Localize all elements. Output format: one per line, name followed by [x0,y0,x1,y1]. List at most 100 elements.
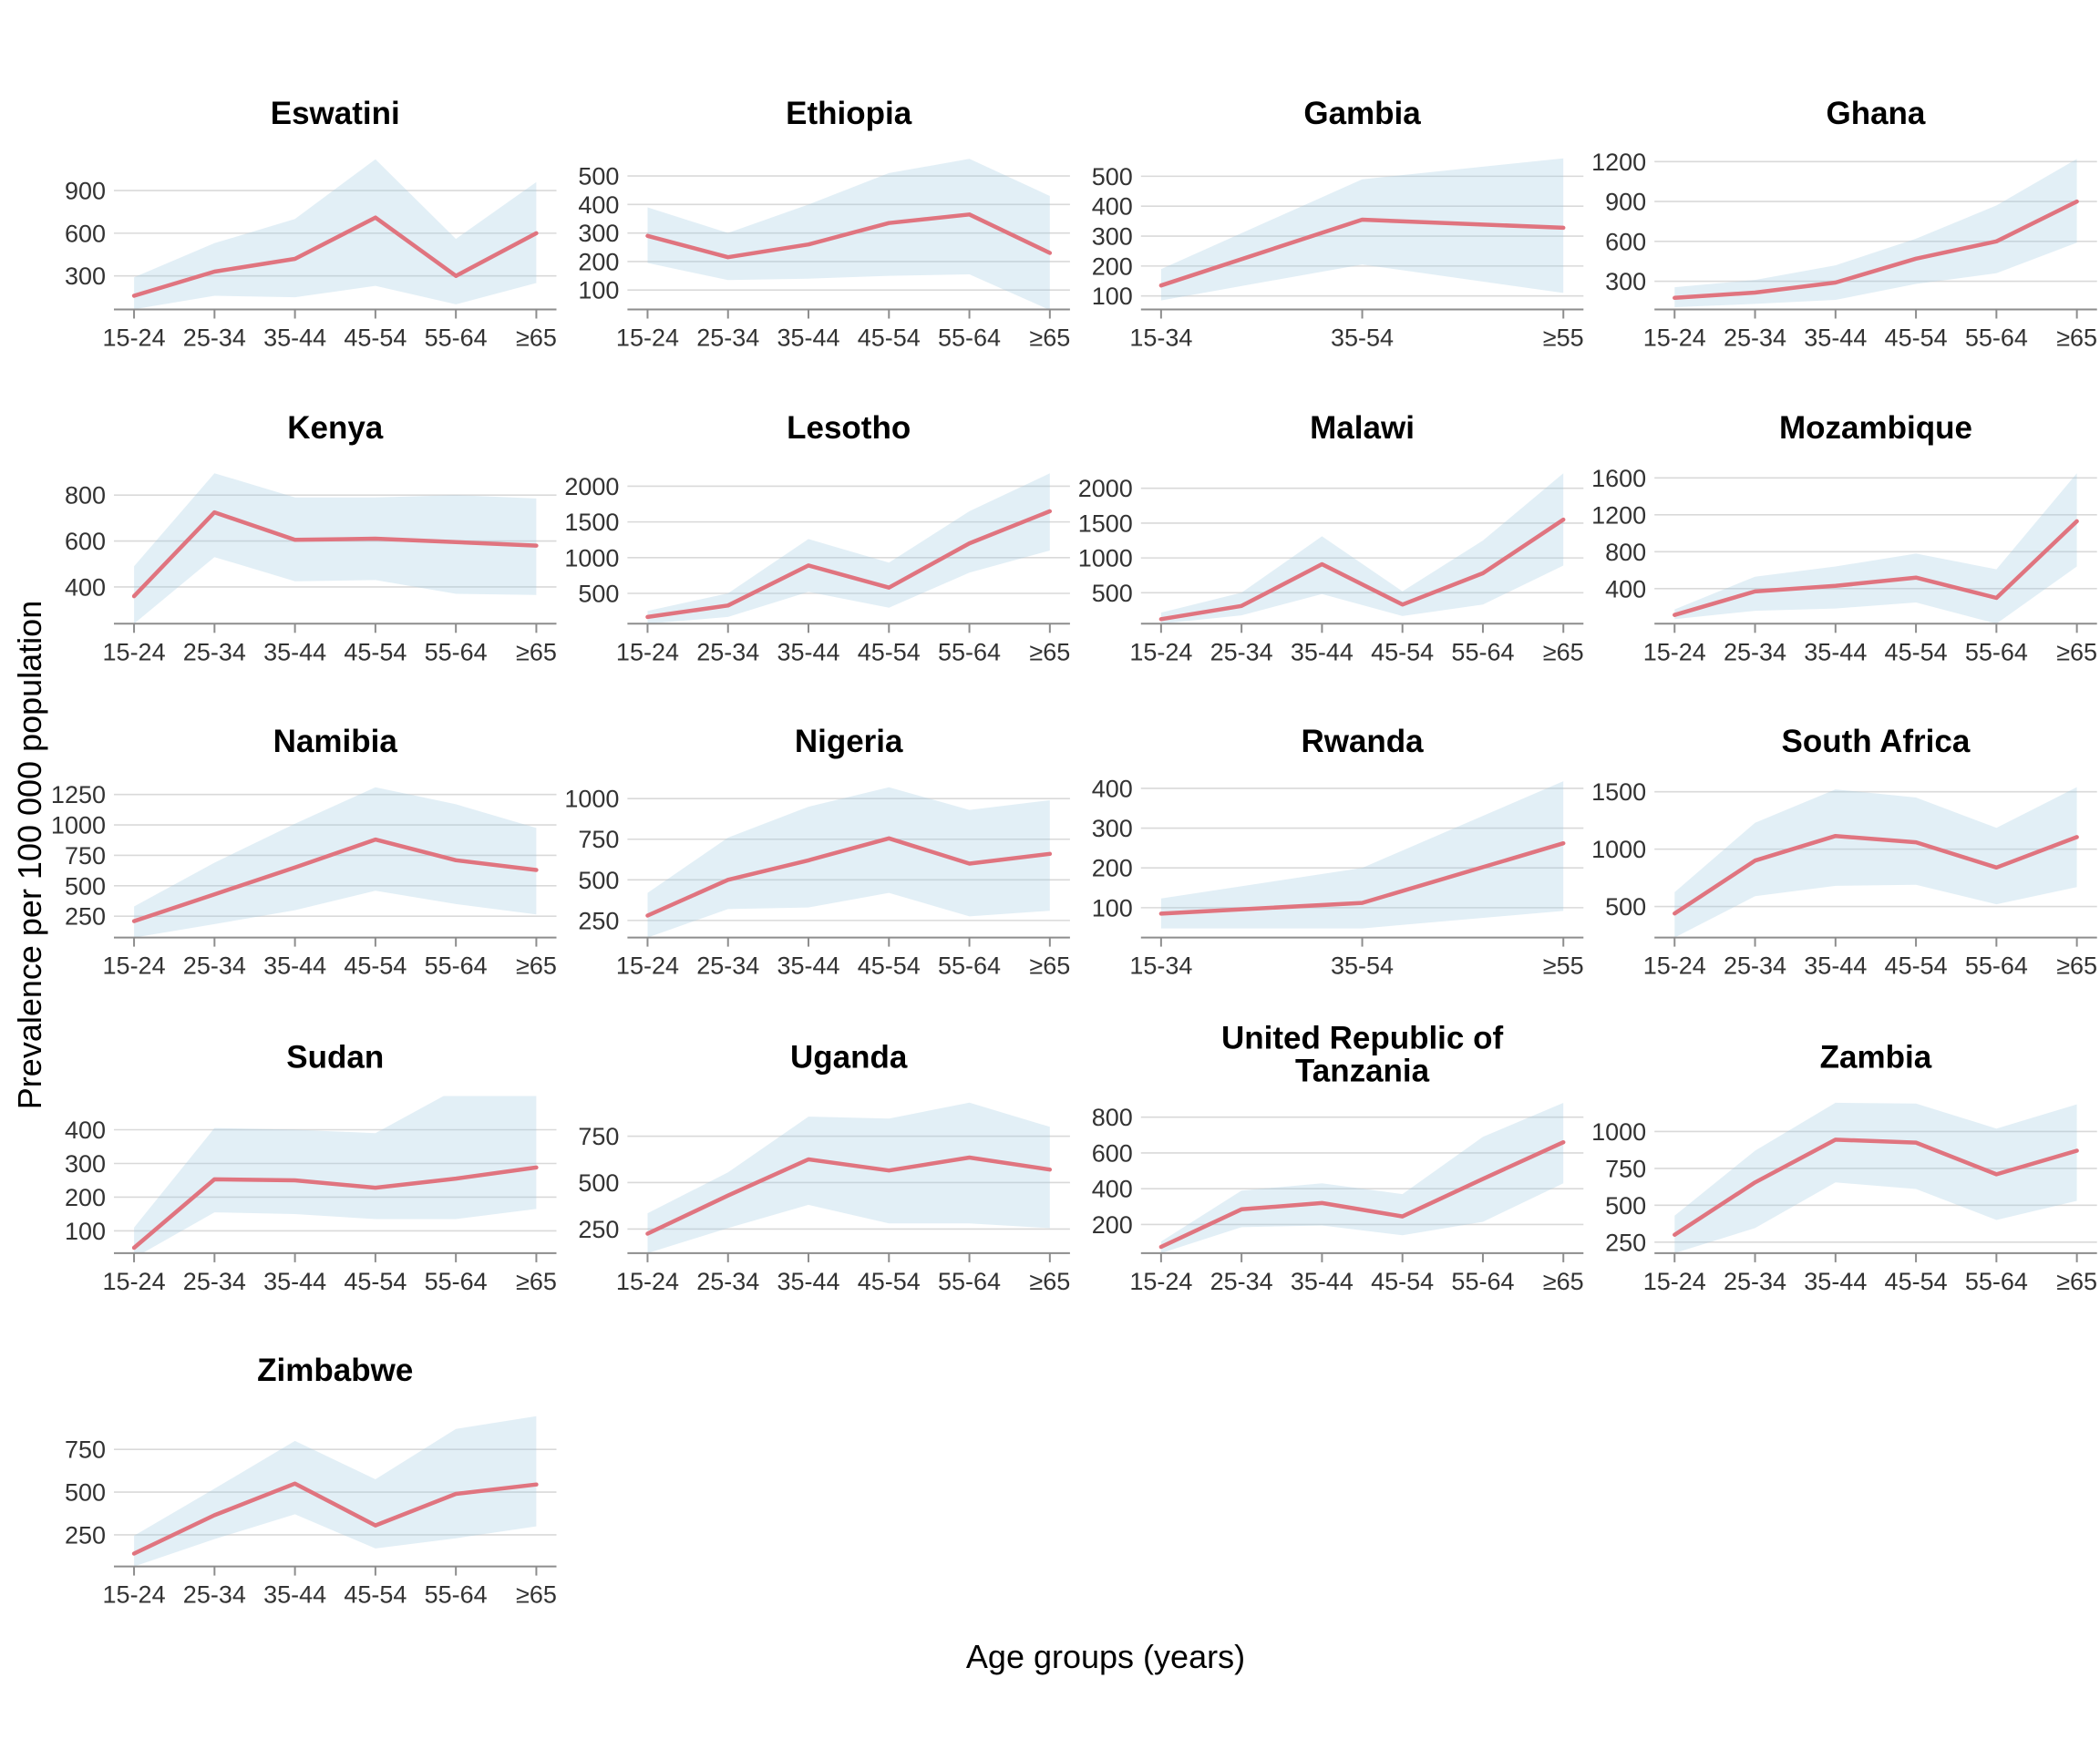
x-tick-label: 55-64 [1451,638,1514,665]
x-tick-label: 55-64 [1965,324,2028,352]
panel-title: Malawi [1310,410,1415,446]
confidence-ribbon [134,473,537,624]
panel-malawi: 15-24 25-34 35-44 45-54 55-64 ≥65 500 1000 1500 2… [1078,410,1584,665]
x-tick-label: 15-24 [103,1581,166,1609]
x-tick-label: 25-34 [1724,1268,1786,1295]
x-tick-label: 15-24 [1643,952,1706,980]
x-tick-label: 25-34 [696,952,759,980]
y-tick-label: 600 [1092,1139,1133,1167]
x-tick-label: 35-44 [1804,638,1867,665]
confidence-ribbon [647,787,1050,938]
x-tick-label: 15-34 [1129,952,1192,980]
confidence-ribbon [647,1102,1050,1253]
prevalence-line [645,509,1053,620]
y-tick-label: 1250 [51,781,106,808]
x-axis-title: Age groups (years) [966,1638,1245,1675]
x-tick-label: 45-54 [858,324,921,352]
panel-lesotho: 15-24 25-34 35-44 45-54 55-64 ≥65 500 1000 1500 2… [564,410,1070,665]
y-axis-title: Prevalence per 100 000 population [11,601,48,1109]
y-tick-label: 600 [1605,228,1646,255]
panel-title: Tanzania [1295,1054,1430,1089]
panel-title: Gambia [1303,96,1421,131]
x-tick-label: 45-54 [1371,1268,1434,1295]
confidence-ribbon [1674,159,2077,307]
y-tick-label: 300 [578,220,619,247]
y-tick-label: 200 [578,248,619,275]
x-tick-label: ≥65 [516,1268,557,1295]
y-tick-label: 300 [65,262,106,290]
x-tick-label: 45-54 [858,638,921,665]
y-tick-label: 500 [65,872,106,900]
prevalence-line [645,1155,1053,1236]
y-tick-label: 800 [1605,539,1646,566]
x-tick-label: 55-64 [1965,952,2028,980]
x-tick-label: 45-54 [1885,952,1948,980]
panel-united-republic-of-tanzania: 15-24 25-34 35-44 45-54 55-64 ≥65 200 400 600 800… [1092,1021,1584,1295]
prevalence-line [1158,840,1566,916]
x-tick-label: 55-64 [425,952,488,980]
x-tick-label: 45-54 [1885,324,1948,352]
confidence-ribbon [1160,781,1564,929]
x-tick-label: ≥65 [2056,638,2097,665]
x-tick-label: 15-34 [1129,324,1192,352]
panel-title: Sudan [286,1040,384,1076]
confidence-ribbon [1674,1102,2077,1253]
x-tick-label: 25-34 [696,638,759,665]
prevalence-line [1673,519,2079,617]
prevalence-line [645,212,1053,260]
y-tick-label: 750 [65,1436,106,1464]
panel-zambia: 15-24 25-34 35-44 45-54 55-64 ≥65 250 500 750 100… [1591,1040,2097,1295]
y-tick-label: 250 [578,1216,619,1243]
panel-title: Zambia [1820,1040,1932,1076]
y-tick-label: 500 [1605,1192,1646,1220]
y-tick-label: 500 [578,867,619,894]
y-tick-label: 200 [1092,1211,1133,1239]
x-tick-label: ≥65 [1029,638,1070,665]
x-tick-label: 35-44 [777,1268,839,1295]
x-tick-label: 35-44 [263,952,326,980]
x-tick-label: 15-24 [1643,324,1706,352]
y-tick-label: 750 [578,1123,619,1150]
y-tick-label: 400 [65,1117,106,1144]
x-tick-label: 45-54 [858,952,921,980]
panel-title: Ghana [1826,96,1925,131]
confidence-ribbon [134,1096,537,1253]
x-tick-label: 35-54 [1331,952,1394,980]
x-tick-label: 35-44 [1291,638,1354,665]
y-tick-label: 100 [578,277,619,304]
x-tick-label: 25-34 [183,1581,246,1609]
confidence-ribbon [134,159,537,310]
x-tick-label: 45-54 [1371,638,1434,665]
x-tick-label: 45-54 [344,1581,407,1609]
x-tick-label: 55-64 [425,1268,488,1295]
y-tick-label: 2000 [564,473,619,500]
x-tick-label: 35-44 [263,1268,326,1295]
x-tick-label: 35-44 [1804,952,1867,980]
y-tick-label: 600 [65,528,106,555]
x-tick-label: 25-34 [1724,324,1786,352]
x-tick-label: 55-64 [938,638,1001,665]
panel-title: Uganda [790,1040,908,1076]
panel-eswatini: 15-24 25-34 35-44 45-54 55-64 ≥65 300 600 900 Esw… [65,96,557,351]
x-tick-label: 15-24 [1129,638,1192,665]
x-tick-label: 15-24 [1129,1268,1192,1295]
x-tick-label: 25-34 [183,1268,246,1295]
y-tick-label: 250 [65,1521,106,1549]
x-tick-label: ≥65 [516,1581,557,1609]
y-tick-label: 900 [65,178,106,205]
confidence-ribbon [647,473,1050,624]
confidence-ribbon [1674,473,2077,624]
y-tick-label: 800 [65,482,106,510]
panel-uganda: 15-24 25-34 35-44 45-54 55-64 ≥65 250 500 750 Uga… [578,1040,1070,1295]
x-tick-label: 15-24 [616,952,679,980]
x-tick-label: ≥65 [516,638,557,665]
confidence-ribbon [134,787,537,938]
prevalence-line [131,510,539,599]
x-tick-label: 15-24 [616,1268,679,1295]
y-tick-label: 800 [1092,1104,1133,1131]
prevalence-line [131,215,539,298]
x-tick-label: ≥65 [2056,952,2097,980]
y-tick-label: 200 [1092,855,1133,882]
x-tick-label: 45-54 [344,638,407,665]
y-tick-label: 2000 [1078,475,1133,502]
